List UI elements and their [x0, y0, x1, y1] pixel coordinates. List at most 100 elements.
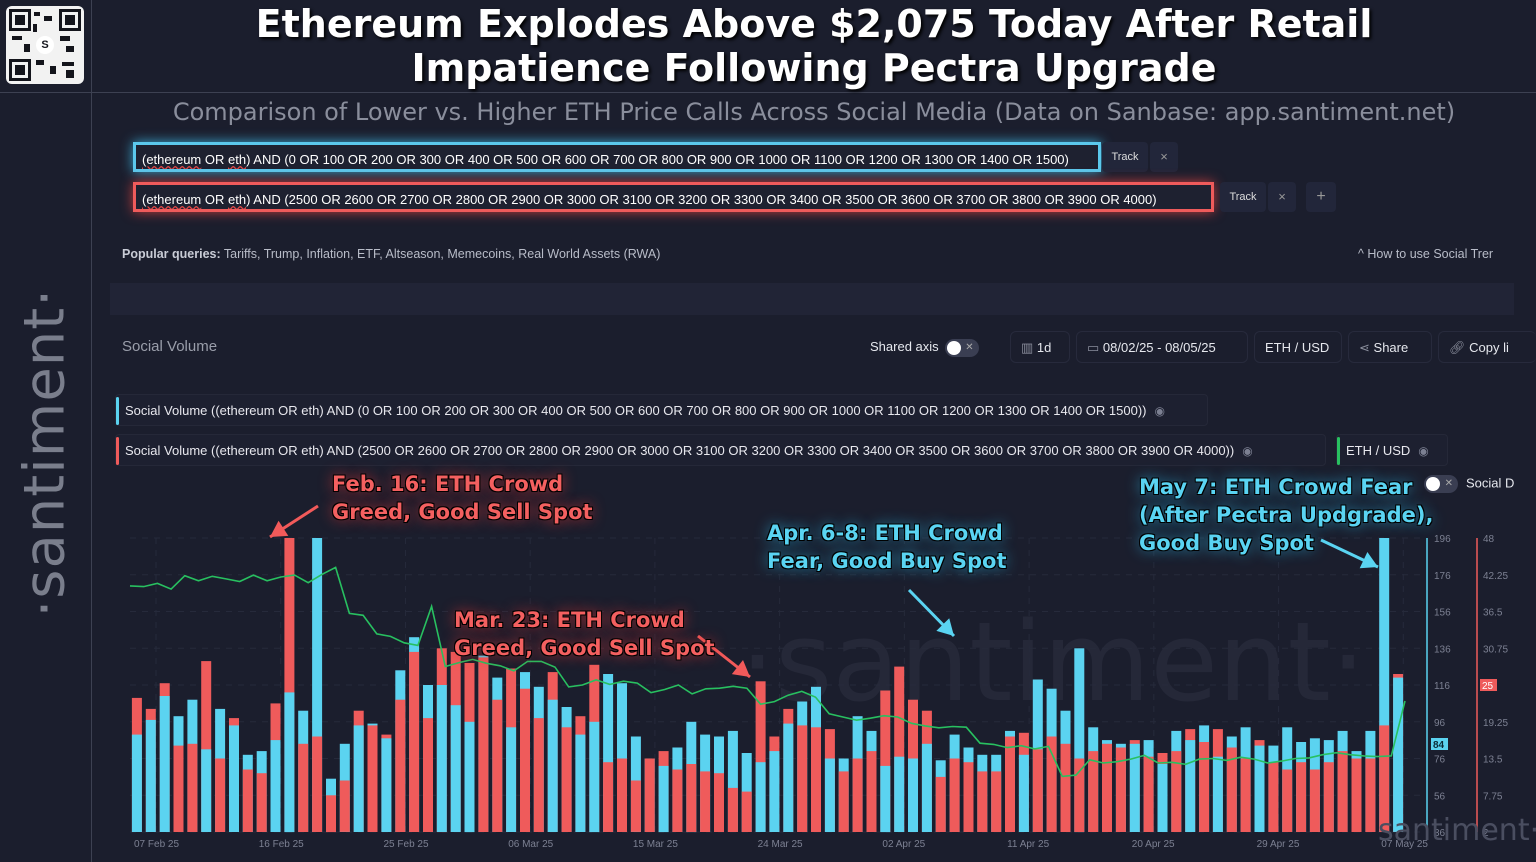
bar-higher-calls [478, 657, 489, 832]
bar-higher-calls [686, 764, 697, 832]
copy-link-button[interactable]: 🔗︎ Copy li [1438, 331, 1536, 363]
left-axis-tick: 156 [1434, 608, 1451, 619]
bar-higher-calls [700, 771, 711, 832]
annotation-mar23: Mar. 23: ETH Crowd Greed, Good Sell Spot [454, 606, 715, 662]
price-line-path [129, 566, 1406, 778]
share-button[interactable]: ⋖ Share [1348, 331, 1432, 363]
bar-higher-calls [215, 758, 226, 832]
bar-lower-calls [506, 727, 517, 832]
annotation-line: Apr. 6-8: ETH Crowd [767, 521, 1003, 545]
bar-higher-calls [173, 745, 184, 832]
bar-higher-calls [644, 758, 655, 832]
annotation-line: Feb. 16: ETH Crowd [332, 472, 564, 496]
popular-queries: Popular queries: Tariffs, Trump, Inflati… [122, 247, 660, 261]
right-axis-tick: 7.75 [1483, 791, 1503, 802]
bar-lower-calls [921, 743, 932, 832]
bar-higher-calls [963, 762, 974, 832]
annotation-line: May 7: ETH Crowd Fear [1139, 475, 1413, 499]
remove-query-button[interactable]: × [1268, 182, 1296, 212]
eye-icon[interactable]: ◉ [1418, 444, 1429, 458]
eye-icon[interactable]: ◉ [1154, 404, 1165, 418]
x-axis-tick: 15 Mar 25 [633, 839, 678, 850]
bar-lower-calls [1129, 743, 1140, 832]
bar-higher-calls [395, 699, 406, 832]
annotation-line: Greed, Good Sell Spot [332, 500, 593, 524]
query-keyword: (ethereum [142, 192, 202, 207]
popular-queries-label: Popular queries: [122, 247, 221, 261]
price-line [129, 566, 1406, 778]
qr-cell [50, 66, 56, 74]
date-range-button[interactable]: ▭ 08/02/25 - 08/05/25 [1076, 331, 1248, 363]
eye-icon[interactable]: ◉ [1242, 444, 1253, 458]
right-axis-tick: 13.5 [1483, 755, 1503, 766]
bar-higher-calls [727, 787, 738, 832]
bar-lower-calls [312, 538, 323, 832]
calendar-icon: ▭ [1087, 340, 1100, 355]
social-toggle-label: Social D [1466, 475, 1515, 491]
bar-lower-calls [284, 692, 295, 833]
qr-finder [59, 9, 81, 31]
annotation-line: Good Buy Spot [1139, 531, 1315, 555]
shared-axis-toggle[interactable]: Shared axis ✕ [860, 331, 989, 363]
bar-higher-calls [755, 681, 766, 832]
annotation-arrows [269, 504, 1379, 679]
query-input-lower[interactable]: (ethereum OR eth) AND (0 OR 100 OR 200 O… [133, 142, 1101, 172]
pair-button[interactable]: ETH / USD [1254, 331, 1342, 363]
santiment-logo-icon: S [36, 36, 54, 54]
bar-higher-calls [991, 771, 1002, 832]
bar-higher-calls [1143, 756, 1154, 832]
bar-lower-calls [894, 756, 905, 832]
legend-higher-calls[interactable]: Social Volume ((ethereum OR eth) AND (25… [115, 434, 1326, 466]
left-axis-tick: 56 [1434, 791, 1446, 802]
bar-higher-calls [1074, 758, 1085, 832]
left-axis-tick: 36 [1434, 828, 1446, 839]
arrow-apr6-head [936, 618, 954, 636]
bar-lower-calls [270, 740, 281, 832]
bar-higher-calls [1032, 749, 1043, 832]
how-to-link[interactable]: ^ How to use Social Trer [1358, 247, 1494, 261]
bar-lower-calls [603, 674, 614, 832]
bar-higher-calls [367, 725, 378, 832]
qr-cell [66, 46, 74, 52]
legend-lower-calls[interactable]: Social Volume ((ethereum OR eth) AND (0 … [115, 394, 1208, 426]
share-icon: ⋖ [1359, 340, 1370, 355]
track-button[interactable]: Track [1220, 182, 1266, 212]
interval-button[interactable]: ▥ 1d [1010, 331, 1070, 363]
add-query-button[interactable]: + [1306, 182, 1336, 212]
qr-cell [33, 24, 37, 32]
bar-lower-calls [1018, 754, 1029, 832]
bar-higher-calls [256, 773, 267, 832]
left-axis-tick: 96 [1434, 718, 1446, 729]
axes: 196 176 156 136 116 96 76 56 36 48 42.25 36.5 30.75 2… [134, 534, 1508, 850]
remove-query-button[interactable]: × [1150, 142, 1178, 172]
qr-finder [9, 59, 31, 81]
bar-higher-calls [894, 666, 905, 832]
bar-higher-calls [797, 725, 808, 832]
bar-higher-calls [1005, 736, 1015, 832]
left-axis-marker [1431, 738, 1448, 750]
toggle-switch[interactable]: ✕ [1424, 475, 1458, 493]
bars [131, 538, 1404, 833]
social-dominance-toggle[interactable]: ✕ Social D [1424, 475, 1514, 493]
toggle-switch[interactable]: ✕ [944, 338, 979, 357]
popular-queries-list[interactable]: Tariffs, Trump, Inflation, ETF, Altseaso… [223, 247, 661, 261]
bar-higher-calls [326, 795, 336, 833]
query-or: OR [201, 192, 228, 207]
query-input-higher[interactable]: (ethereum OR eth) AND (2500 OR 2600 OR 2… [133, 182, 1214, 212]
bar-higher-calls [312, 736, 323, 832]
annotation-line: Mar. 23: ETH Crowd [454, 608, 685, 632]
bar-lower-calls [229, 725, 239, 832]
bar-lower-calls [201, 749, 212, 832]
bar-higher-calls [617, 758, 627, 832]
x-axis-tick: 06 Mar 25 [508, 839, 553, 850]
x-axis-tick: 20 Apr 25 [1132, 839, 1175, 850]
bar-lower-calls [464, 721, 475, 833]
bar-lower-calls [880, 765, 891, 833]
page-title: Ethereum Explodes Above $2,075 Today Aft… [92, 2, 1536, 90]
bar-higher-calls [339, 780, 350, 832]
right-axis-marker-label: 25 [1482, 681, 1494, 692]
bar-higher-calls [201, 661, 212, 832]
track-button[interactable]: Track [1102, 142, 1148, 172]
legend-eth-usd[interactable]: ETH / USD ◉ [1336, 434, 1448, 466]
bar-lower-calls [824, 758, 835, 832]
